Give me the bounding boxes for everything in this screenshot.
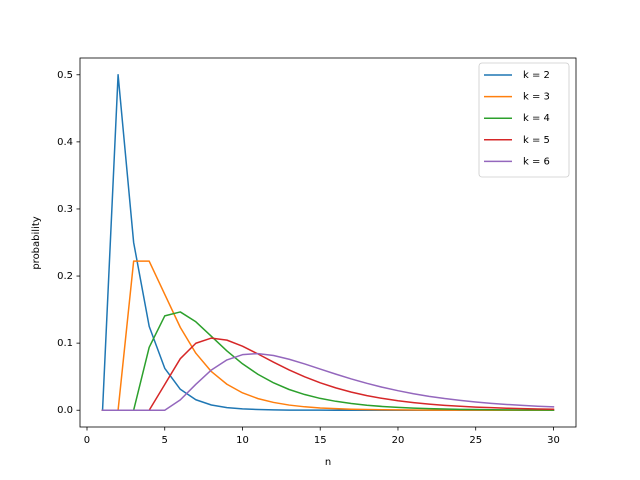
y-tick-label: 0.4 xyxy=(57,137,73,148)
legend-label: k = 2 xyxy=(523,70,550,81)
y-tick-label: 0.5 xyxy=(57,70,73,81)
y-tick-label: 0.1 xyxy=(57,338,73,349)
legend-label: k = 5 xyxy=(523,135,550,146)
line-series xyxy=(101,337,555,411)
x-tick-label: 15 xyxy=(314,435,327,446)
line-series xyxy=(101,352,555,411)
y-tick-label: 0.2 xyxy=(57,271,73,282)
y-tick-label: 0.3 xyxy=(57,204,73,215)
axes-frame xyxy=(79,57,577,428)
legend-box xyxy=(478,62,570,178)
x-tick-label: 5 xyxy=(162,435,168,446)
legend-label: k = 3 xyxy=(523,92,550,103)
x-tick-label: 20 xyxy=(392,435,405,446)
y-tick-label: 0.0 xyxy=(57,405,73,416)
legend-label: k = 4 xyxy=(523,113,550,124)
x-tick-label: 10 xyxy=(236,435,249,446)
y-axis-label: probability xyxy=(31,216,42,269)
x-tick-label: 25 xyxy=(469,435,482,446)
legend-label: k = 6 xyxy=(523,156,550,167)
x-axis-label: n xyxy=(325,457,331,468)
line-series xyxy=(101,311,555,411)
x-tick-label: 0 xyxy=(84,435,90,446)
x-tick-label: 30 xyxy=(547,435,560,446)
